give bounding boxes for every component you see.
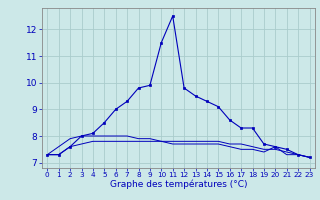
X-axis label: Graphe des températures (°C): Graphe des températures (°C) [110, 180, 247, 189]
